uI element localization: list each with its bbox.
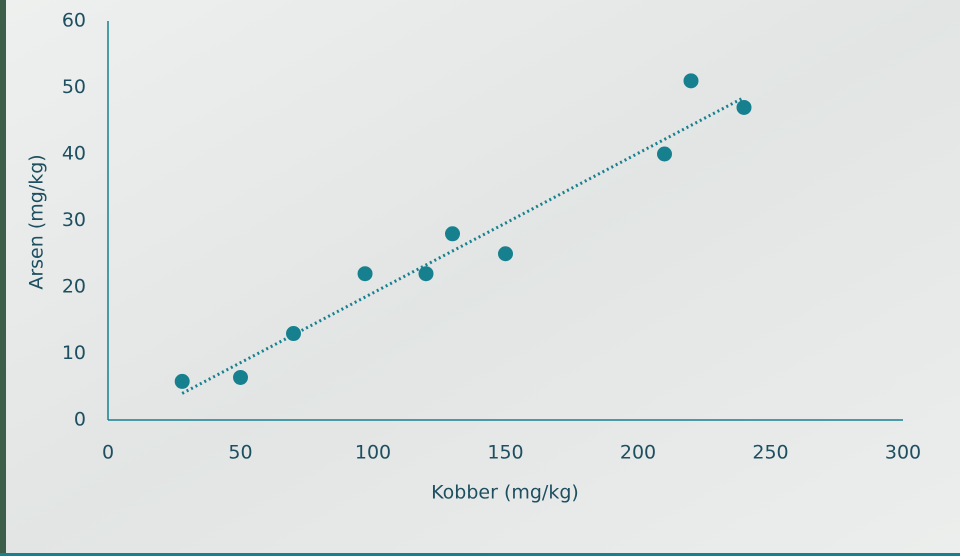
bottom-edge [0, 553, 960, 556]
x-tick-label: 0 [102, 442, 114, 464]
x-tick-label: 50 [228, 442, 252, 464]
y-axis-label: Arsen (mg/kg) [26, 154, 48, 289]
y-tick-label: 20 [62, 276, 86, 298]
y-tick-label: 60 [62, 10, 86, 32]
point [498, 246, 513, 262]
y-tick-label: 40 [62, 143, 86, 165]
point [357, 266, 373, 282]
point [174, 373, 190, 389]
point [286, 326, 301, 342]
point [445, 226, 460, 242]
x-tick-label: 300 [885, 442, 921, 464]
y-tick-label: 50 [62, 76, 86, 98]
point [233, 369, 248, 385]
x-tick-label: 200 [620, 442, 656, 464]
left-edge [0, 0, 6, 556]
point [418, 266, 434, 282]
y-tick-label: 30 [62, 209, 86, 231]
trendline [181, 96, 745, 395]
point [683, 73, 699, 89]
point [657, 146, 672, 162]
x-tick-label: 150 [487, 442, 523, 464]
x-tick-label: 100 [355, 442, 391, 464]
point [736, 99, 752, 115]
y-tick-label: 10 [62, 342, 86, 364]
x-tick-label: 250 [752, 442, 788, 464]
y-tick-label: 0 [74, 409, 86, 431]
x-axis-label: Kobber (mg/kg) [431, 482, 579, 504]
